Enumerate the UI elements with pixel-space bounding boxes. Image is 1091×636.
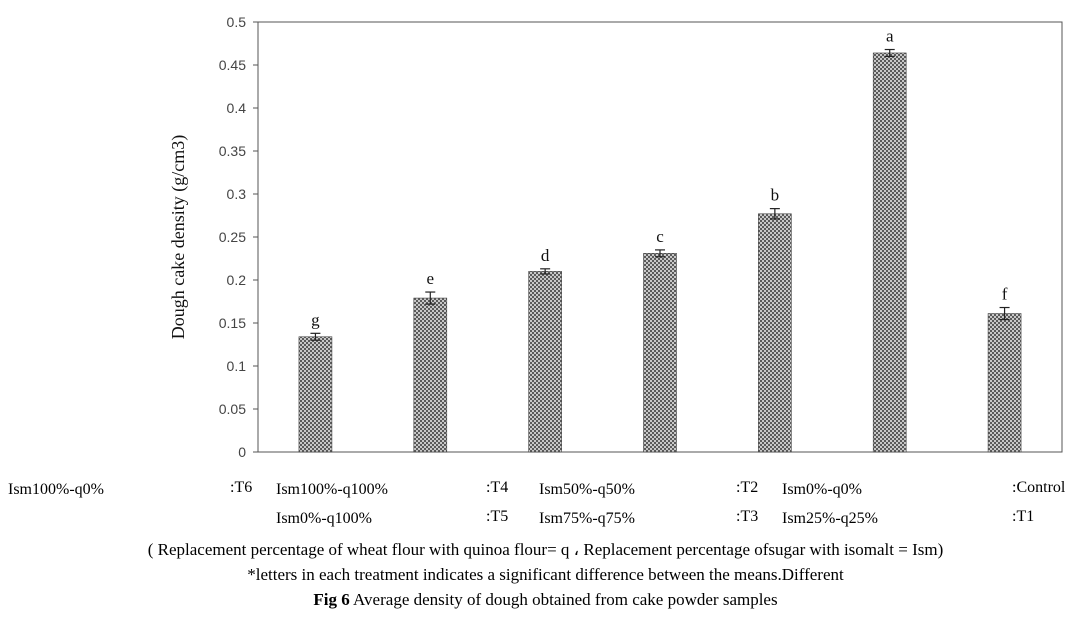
legend-T2-desc: Ism50%-q50%	[539, 481, 635, 498]
bar-T5	[872, 52, 907, 453]
y-tick-label: 0.05	[219, 401, 246, 417]
legend-T6-desc: Ism100%-q0%	[8, 481, 104, 498]
y-axis-label: Dough cake density (g/cm3)	[168, 135, 189, 339]
legend-T1-key: :T1	[1012, 508, 1035, 525]
y-tick-label: 0.4	[227, 100, 247, 116]
significance-letter: d	[541, 246, 550, 265]
legend-T3-desc: Ism75%-q75%	[539, 510, 635, 527]
x-tick-label: T1	[421, 464, 439, 470]
y-tick-label: 0.2	[227, 272, 247, 288]
x-tick-label: T4	[766, 464, 784, 470]
legend-T3-key: :T3	[736, 508, 759, 525]
significance-letter: a	[886, 27, 894, 46]
legend-T6-key: :T6	[230, 479, 253, 496]
bar-T6	[987, 313, 1022, 453]
significance-letter: f	[1002, 285, 1008, 304]
legend-T5-key: :T5	[486, 508, 509, 525]
significance-letter: b	[771, 186, 780, 205]
legend-T1-desc: Ism25%-q25%	[782, 510, 878, 527]
y-tick-label: 0.3	[227, 186, 247, 202]
y-tick-label: 0	[238, 444, 246, 460]
legend-T2-key: :T2	[736, 479, 759, 496]
significance-letter: c	[656, 227, 664, 246]
y-tick-label: 0.35	[219, 143, 246, 159]
figure-label: Fig 6	[313, 590, 350, 609]
legend-T4-key: :T4	[486, 479, 509, 496]
legend-T5-desc: Ism0%-q100%	[276, 510, 372, 527]
bar-T4	[758, 213, 792, 453]
figure-caption: Fig 6 Average density of dough obtained …	[0, 590, 1091, 610]
y-tick-label: 0.45	[219, 57, 246, 73]
significance-note: *letters in each treatment indicates a s…	[247, 565, 844, 584]
y-tick-label: 0.1	[227, 358, 247, 374]
bar-T1	[413, 297, 448, 453]
x-tick-label: T6	[996, 464, 1014, 470]
legend-control-key: :Control	[1012, 479, 1066, 496]
y-tick-label: 0.25	[219, 229, 246, 245]
x-tick-label: T3	[651, 464, 669, 470]
bar-T3	[643, 253, 677, 453]
significance-letter: g	[311, 310, 320, 329]
bar-T2	[528, 271, 562, 453]
y-tick-label: 0.15	[219, 315, 246, 331]
significance-letter: e	[427, 269, 435, 288]
x-tick-label: Control	[291, 464, 340, 470]
x-tick-label: T5	[881, 464, 899, 470]
bar-Control	[298, 336, 333, 453]
legend-T4-desc: Ism100%-q100%	[276, 481, 388, 498]
x-tick-label: T2	[536, 464, 554, 470]
replacement-note: ( Replacement percentage of wheat flour …	[147, 540, 944, 559]
figure-caption-text: Average density of dough obtained from c…	[349, 590, 778, 609]
bar-chart: 0 0.05 0.1 0.15 0.2 0.25 0.3 0.35 0.4 0.45 0.5 g Con…	[168, 14, 1063, 470]
legend-control-desc: Ism0%-q0%	[782, 481, 862, 498]
y-tick-label: 0.5	[227, 14, 247, 30]
